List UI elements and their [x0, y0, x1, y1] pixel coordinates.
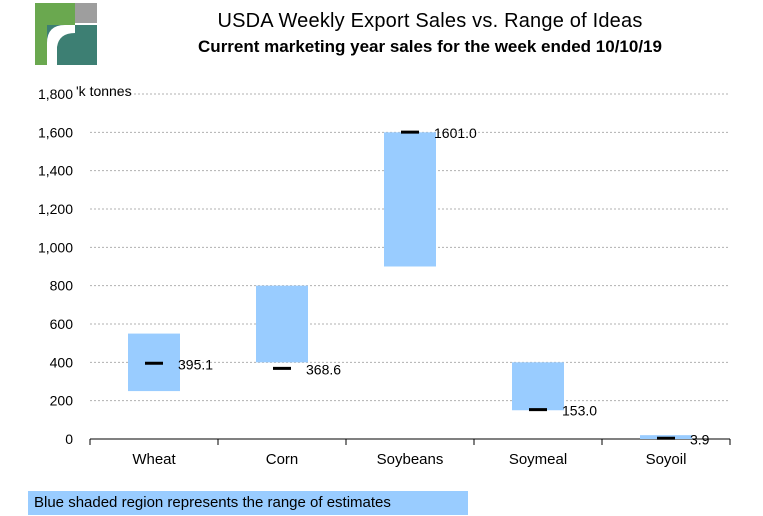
- data-label: 1601.0: [434, 125, 477, 141]
- chart-subtitle: Current marketing year sales for the wee…: [198, 37, 662, 56]
- y-tick-label: 400: [50, 354, 74, 370]
- y-axis-label: 'k tonnes: [76, 83, 132, 99]
- x-tick-label: Wheat: [132, 451, 176, 468]
- y-tick-label: 1,400: [38, 163, 73, 179]
- data-label: 3.9: [690, 431, 710, 447]
- data-label: 368.6: [306, 361, 341, 377]
- x-tick-label: Corn: [266, 451, 299, 468]
- data-label: 153.0: [562, 403, 597, 419]
- y-tick-label: 1,200: [38, 201, 73, 217]
- x-tick-label: Soyoil: [646, 451, 687, 468]
- range-bar: [512, 362, 564, 411]
- y-tick-label: 1,000: [38, 239, 73, 255]
- logo: [35, 3, 97, 65]
- y-tick-label: 1,800: [38, 86, 73, 102]
- footnote-legend: Blue shaded region represents the range …: [28, 491, 468, 515]
- range-bar: [256, 285, 308, 363]
- y-tick-label: 1,600: [38, 124, 73, 140]
- chart-title: USDA Weekly Export Sales vs. Range of Id…: [217, 10, 643, 32]
- logo-gray-block: [75, 3, 97, 23]
- data-label: 395.1: [178, 356, 213, 372]
- x-tick-label: Soymeal: [509, 451, 567, 468]
- y-tick-label: 600: [50, 316, 74, 332]
- range-bar: [384, 132, 436, 267]
- x-tick-label: Soybeans: [377, 451, 444, 468]
- y-tick-label: 800: [50, 278, 74, 294]
- chart-svg: 0 200 400 600 800 1,000 1,200 1,400 1,600 1,800'k…: [38, 83, 731, 468]
- logo-white-curve: [47, 25, 75, 65]
- y-tick-label: 200: [50, 393, 74, 409]
- y-tick-label: 0: [65, 431, 73, 447]
